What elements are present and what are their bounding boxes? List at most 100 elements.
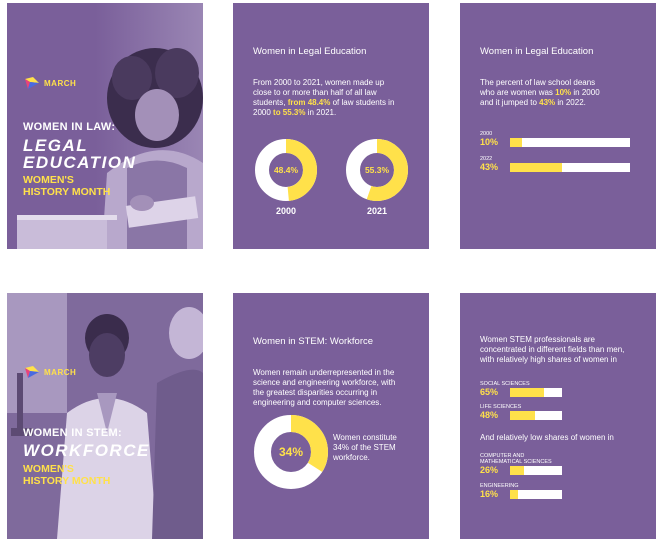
bar-row: 10% bbox=[480, 137, 630, 147]
text-line: Women STEM professionals are bbox=[480, 335, 596, 344]
donut-value-arc bbox=[346, 139, 408, 201]
cover-title-line1: LEGAL bbox=[23, 136, 89, 155]
bar-track bbox=[510, 137, 630, 147]
text: who are women was bbox=[480, 88, 556, 97]
card-text: Women remain underrepresented in the sci… bbox=[253, 368, 395, 408]
card-title: Women in Legal Education bbox=[253, 46, 367, 57]
text-line: concentrated in different fields than me… bbox=[480, 345, 625, 354]
bar-year-label: 2000 bbox=[480, 131, 493, 137]
text-line: close to or more than half of all law bbox=[253, 88, 377, 97]
card-legal-education-donuts: Women in Legal Education From 2000 to 20… bbox=[233, 3, 429, 249]
bar-percent: 26% bbox=[480, 465, 499, 475]
cover-title: WORKFORCE bbox=[23, 441, 150, 460]
history-month-line2: HISTORY MONTH bbox=[23, 475, 111, 487]
text-line: and it jumped to 43% in 2022. bbox=[480, 98, 600, 108]
text: and it jumped to bbox=[480, 98, 540, 107]
bar-engineering: ENGINEERING 16% bbox=[480, 483, 562, 499]
bar-track bbox=[510, 465, 562, 475]
bar-fill bbox=[510, 465, 524, 475]
text: in 2000 bbox=[571, 88, 600, 97]
cover-card-legal-education: MARCH WOMEN IN LAW: LEGAL EDUCATION WOME… bbox=[7, 3, 203, 249]
text: students, bbox=[253, 98, 288, 107]
bar-percent: 48% bbox=[480, 410, 499, 420]
donut-value-arc bbox=[254, 415, 328, 489]
highlight-text: 10% bbox=[555, 88, 572, 97]
text: in 2022. bbox=[555, 98, 586, 107]
logo-mark-icon bbox=[25, 77, 39, 89]
cover-line1: WOMEN IN STEM: bbox=[23, 427, 122, 439]
card-text: The percent of law school deans who are … bbox=[480, 78, 600, 108]
donut-stem-workforce: 34% bbox=[254, 415, 328, 489]
bar-row: 43% bbox=[480, 162, 630, 172]
donut-value: 34% bbox=[279, 445, 303, 459]
bar-field-label: SOCIAL SCIENCES bbox=[480, 381, 530, 387]
bar-percent: 10% bbox=[480, 137, 499, 147]
bar-row: 48% bbox=[480, 410, 562, 420]
card-stem-fields: Women STEM professionals are concentrate… bbox=[460, 293, 656, 539]
bar-field-label: LIFE SCIENCES bbox=[480, 404, 522, 410]
history-month-line2: HISTORY MONTH bbox=[23, 186, 111, 198]
bar-fill bbox=[510, 137, 522, 147]
bar-track bbox=[510, 489, 562, 499]
donut-value: 55.3% bbox=[365, 165, 390, 175]
text-line: Women remain underrepresented in the bbox=[253, 368, 395, 377]
text-line: The percent of law school deans bbox=[480, 78, 596, 87]
march-logo: MARCH bbox=[25, 366, 76, 378]
donut-year: 2000 bbox=[275, 206, 297, 216]
text-line: who are women was 10% in 2000 bbox=[480, 88, 600, 98]
card-title: Women in STEM: Workforce bbox=[253, 336, 374, 347]
history-month-line1: WOMEN'S bbox=[23, 174, 74, 186]
photo-woman-writing bbox=[7, 3, 203, 249]
bar-fill bbox=[510, 387, 544, 397]
bar-fill bbox=[510, 489, 519, 499]
text-line: science and engineering workforce, with bbox=[253, 378, 396, 387]
card-text: From 2000 to 2021, women made up close t… bbox=[253, 78, 394, 118]
donut-value-arc bbox=[255, 139, 317, 201]
donut-2021: 55.3% bbox=[346, 139, 408, 201]
cover-line1: WOMEN IN LAW: bbox=[23, 121, 116, 133]
history-month-line1: WOMEN'S bbox=[23, 463, 74, 475]
cover-title-line2: EDUCATION bbox=[23, 153, 137, 172]
bar-2022: 2022 43% bbox=[480, 156, 630, 172]
logo-text: MARCH bbox=[44, 78, 77, 88]
donut-value: 48.4% bbox=[274, 165, 299, 175]
photo-women-laboratory bbox=[7, 293, 203, 539]
bar-2000: 2000 10% bbox=[480, 131, 630, 147]
text: of law students in bbox=[330, 98, 395, 107]
march-logo: MARCH bbox=[25, 77, 76, 89]
note-line: workforce. bbox=[333, 453, 370, 462]
bar-percent: 65% bbox=[480, 387, 499, 397]
bar-field-label: COMPUTER AND bbox=[480, 453, 525, 459]
note-line: 34% of the STEM bbox=[333, 443, 396, 452]
highlight-text: from 48.4% bbox=[287, 98, 331, 107]
bar-computer-math-sciences: COMPUTER AND MATHEMATICAL SCIENCES 26% bbox=[480, 453, 562, 475]
donut-year: 2021 bbox=[366, 206, 388, 216]
bar-percent: 16% bbox=[480, 489, 499, 499]
bar-track bbox=[510, 410, 562, 420]
card-stem-workforce-donut: Women in STEM: Workforce Women remain un… bbox=[233, 293, 429, 539]
bar-track bbox=[510, 387, 562, 397]
logo-text: MARCH bbox=[44, 367, 77, 377]
bar-fill bbox=[510, 410, 535, 420]
highlight-text: to 55.3% bbox=[273, 108, 306, 117]
donut-note: Women constitute 34% of the STEM workfor… bbox=[333, 433, 397, 463]
text-line: with relatively high shares of women in bbox=[480, 355, 617, 364]
highlight-text: 43% bbox=[539, 98, 556, 107]
bar-life-sciences: LIFE SCIENCES 48% bbox=[480, 404, 562, 420]
text: in 2021. bbox=[305, 108, 337, 117]
card-title: Women in Legal Education bbox=[480, 46, 594, 57]
bar-row: 16% bbox=[480, 489, 562, 499]
logo-mark-icon bbox=[25, 366, 39, 378]
text-line: From 2000 to 2021, women made up bbox=[253, 78, 385, 87]
bar-row: 26% bbox=[480, 465, 562, 475]
card-law-school-deans: Women in Legal Education The percent of … bbox=[460, 3, 656, 249]
donut-2000: 48.4% bbox=[255, 139, 317, 201]
text-line: 2000 to 55.3% in 2021. bbox=[253, 108, 394, 118]
text-line: the greatest disparities occurring in bbox=[253, 388, 378, 397]
note-line: Women constitute bbox=[333, 433, 397, 442]
bar-fill bbox=[510, 162, 562, 172]
text-line: engineering and computer sciences. bbox=[253, 398, 382, 407]
mid-text: And relatively low shares of women in bbox=[480, 433, 614, 442]
bar-track bbox=[510, 162, 630, 172]
bar-field-label: MATHEMATICAL SCIENCES bbox=[480, 459, 552, 465]
